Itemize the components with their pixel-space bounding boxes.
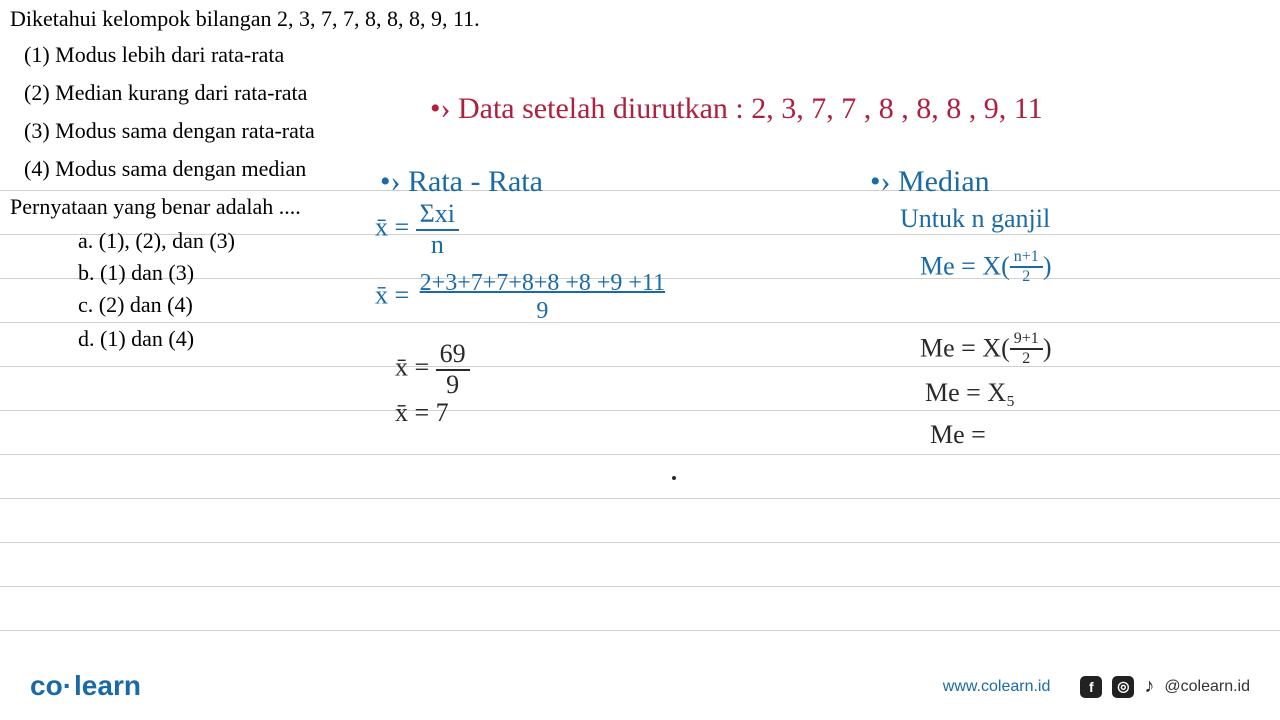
option-d: d. (1) dan (4) — [78, 326, 194, 352]
question-stem: Diketahui kelompok bilangan 2, 3, 7, 7, … — [10, 6, 480, 32]
ruled-line — [0, 190, 1280, 191]
option-c: c. (2) dan (4) — [78, 292, 193, 318]
rata-title: •› Rata - Rata — [380, 165, 543, 199]
ruled-line — [0, 630, 1280, 631]
me-formula-sub-den: 2 — [1010, 268, 1043, 286]
ruled-line — [0, 366, 1280, 367]
ruled-line — [0, 454, 1280, 455]
question-item-4: (4) Modus sama dengan median — [24, 156, 306, 182]
logo-dot: · — [63, 670, 74, 701]
xbar-calc-lhs: x̄ = — [375, 280, 409, 309]
xbar-calc-num: 2+3+7+7+8+8 +8 +9 +11 — [416, 270, 669, 298]
ruled-line — [0, 498, 1280, 499]
me-calc: Me = X( 9+1 2 ) — [920, 330, 1051, 367]
question-item-3: (3) Modus sama dengan rata-rata — [24, 118, 315, 144]
xbar-frac-num: 69 — [436, 340, 470, 371]
me-eq: Me = — [930, 420, 986, 450]
xbar-num: Σxi — [416, 200, 459, 231]
logo: co·learn — [30, 670, 141, 702]
logo-left: co — [30, 670, 63, 701]
xbar-lhs: x̄ = — [375, 213, 409, 242]
social-handle: @colearn.id — [1164, 678, 1250, 696]
tiktok-icon[interactable]: ♪ — [1144, 675, 1154, 698]
me-formula-lhs: Me = X — [920, 252, 1001, 281]
option-a: a. (1), (2), dan (3) — [78, 228, 235, 254]
footer: co·learn www.colearn.id f ◎ ♪ @colearn.i… — [0, 662, 1280, 702]
xbar-frac: x̄ = 69 9 — [395, 340, 470, 399]
median-title: •› Median — [870, 165, 990, 199]
sorted-data-text: •› Data setelah diurutkan : 2, 3, 7, 7 ,… — [430, 92, 1043, 126]
footer-right: www.colearn.id f ◎ ♪ @colearn.id — [943, 675, 1250, 698]
me-calc-sub-den: 2 — [1010, 350, 1043, 368]
ruled-line — [0, 586, 1280, 587]
me-formula-sub-num: n+1 — [1010, 248, 1043, 268]
ruled-line — [0, 410, 1280, 411]
xbar-den: n — [416, 231, 459, 260]
xbar-frac-lhs: x̄ = — [395, 353, 429, 382]
xbar-calc-den: 9 — [416, 298, 669, 324]
question-item-2: (2) Median kurang dari rata-rata — [24, 80, 307, 106]
question-prompt: Pernyataan yang benar adalah .... — [10, 194, 301, 220]
me-calc-sub-num: 9+1 — [1010, 330, 1043, 350]
xbar-calc: x̄ = 2+3+7+7+8+8 +8 +9 +11 9 — [375, 270, 669, 325]
me-formula: Me = X( n+1 2 ) — [920, 248, 1051, 285]
logo-right: learn — [74, 670, 141, 701]
website-link[interactable]: www.colearn.id — [943, 678, 1051, 696]
me-calc-lhs: Me = X — [920, 334, 1001, 363]
ruled-line — [0, 542, 1280, 543]
instagram-icon[interactable]: ◎ — [1112, 676, 1134, 698]
xbar-result: x̄ = 7 — [395, 398, 449, 428]
xbar-formula: x̄ = Σxi n — [375, 200, 459, 259]
question-item-1: (1) Modus lebih dari rata-rata — [24, 42, 284, 68]
xbar-frac-den: 9 — [436, 371, 470, 400]
dot-artifact — [672, 476, 676, 480]
facebook-icon[interactable]: f — [1080, 676, 1102, 698]
me-x5: Me = X₅ — [925, 378, 1015, 408]
option-b: b. (1) dan (3) — [78, 260, 194, 286]
median-note: Untuk n ganjil — [900, 204, 1050, 234]
